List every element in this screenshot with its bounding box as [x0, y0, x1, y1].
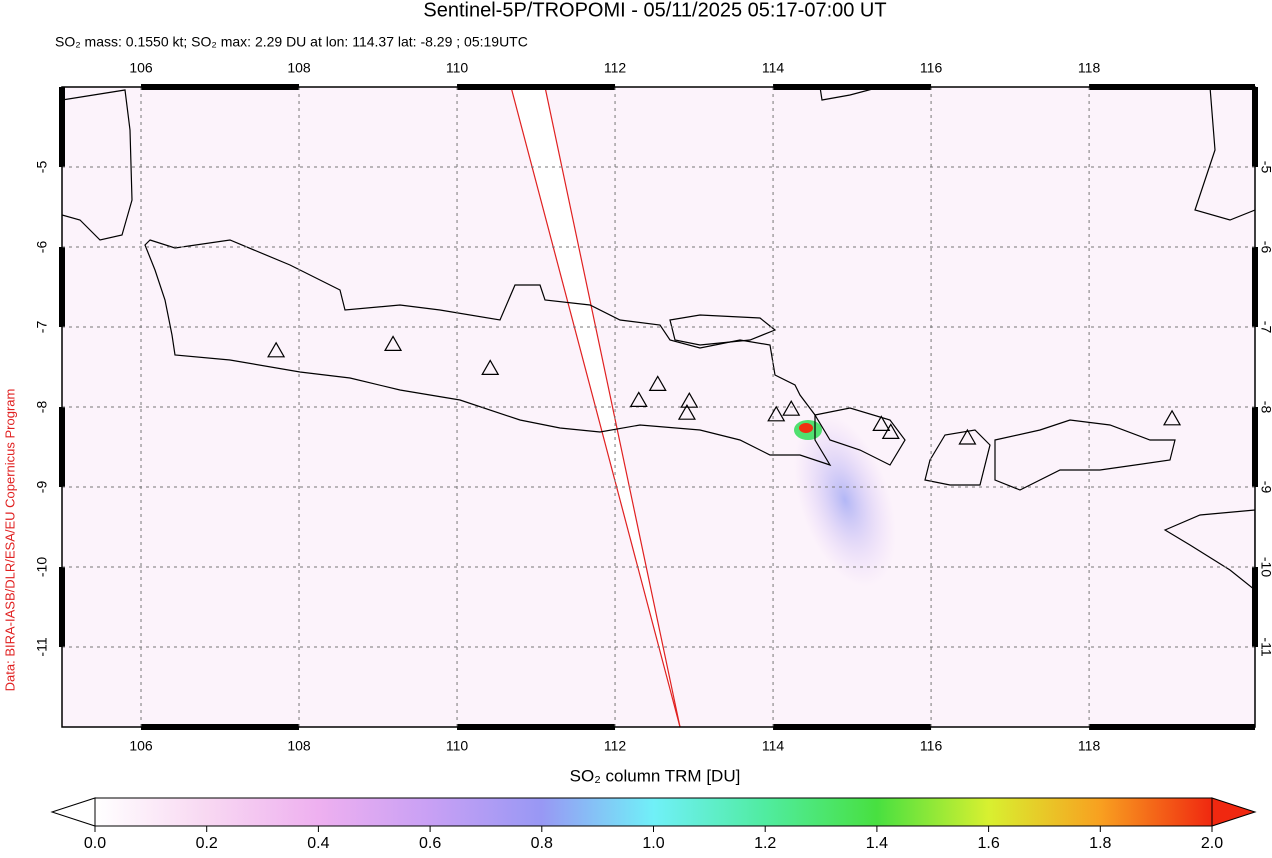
y-tick-label: -7 [1258, 321, 1272, 334]
colorbar-tick-label: 0.0 [84, 835, 106, 852]
y-tick-label: -11 [1258, 637, 1272, 656]
colorbar-tick-label: 2.0 [1201, 835, 1223, 852]
coastline-sulawesi [1194, 87, 1255, 221]
y-tick-label: -6 [1258, 241, 1272, 254]
colorbar-tick-label: 1.4 [866, 835, 888, 852]
y-tick-label: -8 [1258, 401, 1272, 414]
swath-edge [544, 87, 681, 727]
volcano-marker [1163, 409, 1182, 426]
so2-plume [793, 413, 897, 587]
colorbar-tick-label: 0.4 [307, 835, 329, 852]
y-tick-label: -5 [1258, 161, 1272, 174]
x-tick-label: 110 [446, 738, 469, 754]
subtitle: SO₂ mass: 0.1550 kt; SO₂ max: 2.29 DU at… [55, 34, 528, 50]
volcano-marker [629, 391, 648, 407]
colorbar-tick-label: 0.2 [196, 835, 218, 852]
colorbar-under [50, 797, 96, 827]
coastline-lombok [924, 429, 991, 486]
title: Sentinel-5P/TROPOMI - 05/11/2025 05:17-0… [423, 0, 886, 21]
x-tick-label: 110 [446, 60, 469, 76]
x-tick-label: 116 [920, 738, 943, 754]
volcano-marker [767, 405, 786, 422]
volcano-marker [267, 341, 286, 358]
x-tick-label: 108 [287, 60, 311, 76]
colorbar-over [1211, 797, 1257, 827]
x-tick-label: 118 [1078, 738, 1101, 754]
colorbar-tick-label: 0.8 [531, 835, 553, 852]
x-tick-label: 116 [920, 60, 943, 76]
x-tick-label: 106 [129, 60, 153, 76]
x-tick-label: 106 [129, 738, 153, 754]
coastline-bali [814, 407, 906, 466]
colorbar-label: SO₂ column TRM [DU] [570, 766, 741, 785]
volcano-marker [782, 399, 801, 416]
x-tick-label: 108 [287, 738, 311, 754]
volcano-marker [481, 359, 500, 375]
volcano-marker [384, 335, 403, 351]
volcano-marker [872, 415, 891, 431]
x-tick-label: 112 [604, 738, 627, 754]
x-tick-label: 118 [1078, 60, 1101, 76]
y-tick-label: -5 [34, 161, 50, 174]
y-tick-label: -9 [1258, 481, 1272, 494]
volcano-marker [677, 403, 696, 420]
colorbar-tick-label: 1.8 [1089, 835, 1111, 852]
y-tick-label: -10 [1258, 557, 1272, 577]
coastline-madura [669, 314, 777, 346]
y-tick-label: -9 [34, 481, 50, 494]
y-tick-label: -10 [34, 557, 50, 577]
credit: Data: BIRA-IASB/DLR/ESA/EU Copernicus Pr… [2, 389, 17, 692]
x-tick-label: 114 [762, 738, 785, 754]
colorbar-tick-label: 1.2 [754, 835, 776, 852]
x-tick-label: 112 [604, 60, 627, 76]
volcano-marker [958, 428, 977, 445]
so2-plume-max [799, 423, 813, 433]
volcano-marker [680, 391, 699, 408]
y-tick-label: -8 [34, 401, 50, 414]
colorbar-tick-label: 1.6 [977, 835, 999, 852]
map-frame [61, 86, 1256, 728]
colorbar-tick-label: 1.0 [642, 835, 664, 852]
x-tick-label: 114 [762, 60, 785, 76]
volcano-marker [648, 375, 667, 391]
coastline-borneo [819, 87, 881, 101]
colorbar-tick-label: 0.6 [419, 835, 441, 852]
coastline-sumatra [62, 89, 133, 241]
y-tick-label: -11 [34, 637, 50, 656]
y-tick-label: -7 [34, 321, 50, 334]
colorbar [94, 797, 1213, 827]
y-tick-label: -6 [34, 241, 50, 254]
volcano-marker [881, 423, 900, 439]
coastline-sumbawa [994, 419, 1176, 491]
coastline-sumba [1163, 509, 1255, 591]
